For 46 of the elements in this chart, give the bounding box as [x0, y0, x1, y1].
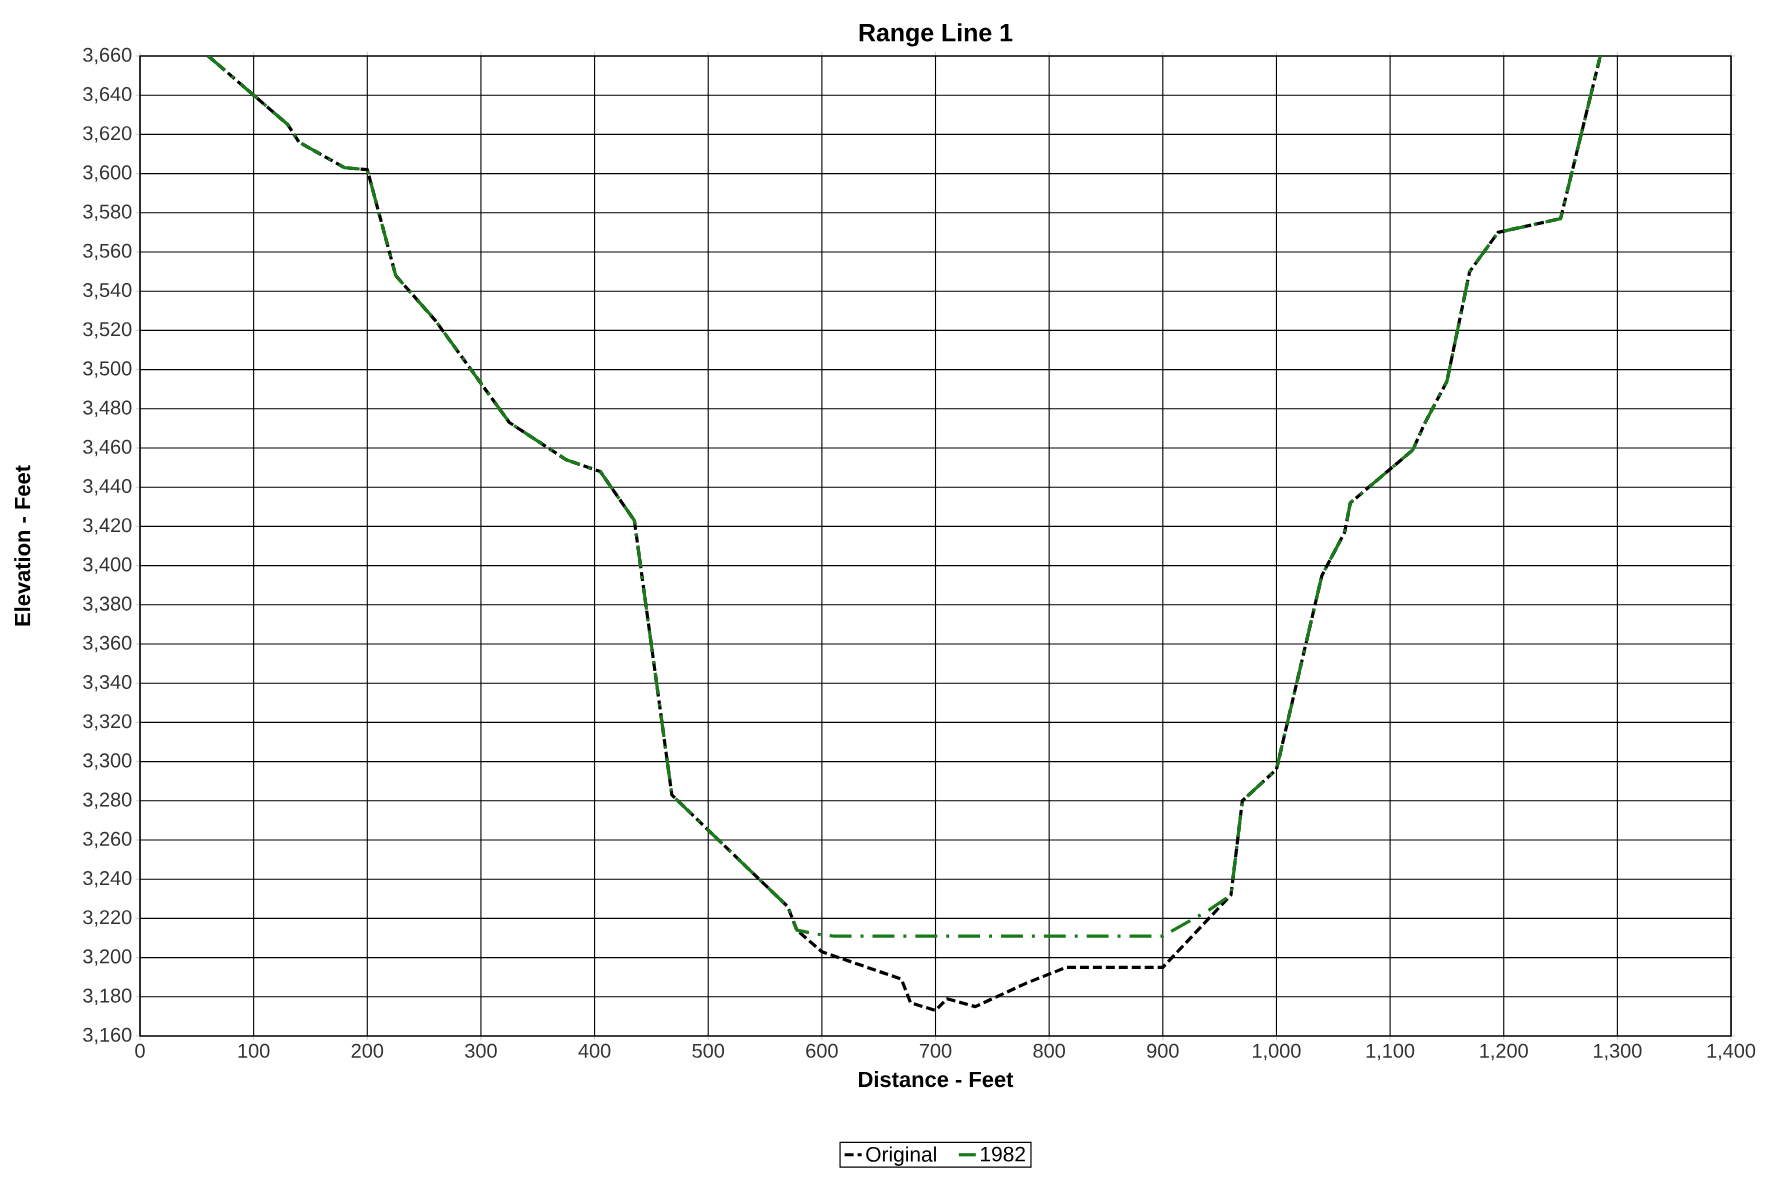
y-tick-label: 3,180 — [83, 988, 132, 1006]
x-tick-label: 600 — [806, 1043, 838, 1058]
y-tick-label: 3,600 — [83, 165, 132, 182]
x-tick-label: 800 — [1033, 1043, 1065, 1058]
x-tick-label: 1,200 — [1480, 1043, 1528, 1061]
y-tick-label: 3,660 — [83, 47, 132, 65]
y-tick-label: 3,460 — [83, 439, 132, 457]
y-tick-label: 3,420 — [83, 518, 132, 535]
x-tick-label: 500 — [692, 1043, 725, 1058]
y-tick-label: 3,560 — [83, 243, 132, 261]
y-tick-label: 3,380 — [83, 596, 132, 614]
y-tick-label: 3,540 — [83, 282, 132, 300]
y-tick-label: 3,240 — [83, 870, 132, 888]
x-tick-label: 0 — [135, 1043, 145, 1058]
y-tick-label: 3,340 — [83, 674, 132, 692]
y-axis-title: Elevation - Feet — [14, 465, 31, 626]
x-tick-label: 1,000 — [1253, 1043, 1301, 1061]
x-tick-label: 700 — [919, 1043, 952, 1058]
x-axis-title: Distance - Feet — [859, 1071, 1014, 1088]
y-tick-label: 3,520 — [83, 322, 132, 339]
x-tick-label: 200 — [351, 1043, 384, 1058]
y-tick-label: 3,260 — [83, 831, 132, 849]
x-tick-label: 400 — [578, 1043, 611, 1058]
y-tick-label: 3,580 — [83, 204, 132, 222]
x-tick-label: 1,100 — [1366, 1043, 1415, 1061]
y-tick-label: 3,640 — [83, 86, 132, 104]
y-tick-label: 3,300 — [83, 753, 132, 770]
y-tick-label: 3,320 — [83, 714, 132, 731]
legend-label: Original — [866, 1146, 936, 1166]
chart-title: Range Line 1 — [859, 23, 1013, 47]
y-tick-label: 3,480 — [83, 400, 132, 418]
x-tick-label: 300 — [465, 1043, 497, 1058]
x-tick-label: 1,300 — [1593, 1043, 1642, 1061]
y-tick-label: 3,500 — [83, 361, 132, 378]
y-tick-label: 3,360 — [83, 635, 132, 653]
y-tick-label: 3,220 — [83, 910, 132, 927]
y-tick-label: 3,440 — [83, 478, 132, 496]
x-tick-label: 100 — [238, 1043, 270, 1058]
y-tick-label: 3,620 — [83, 126, 132, 143]
x-tick-label: 900 — [1147, 1043, 1179, 1058]
y-tick-label: 3,280 — [83, 792, 132, 810]
x-tick-label: 1,400 — [1707, 1043, 1756, 1061]
y-tick-label: 3,160 — [83, 1027, 132, 1045]
legend-label: 1982 — [981, 1146, 1025, 1162]
y-tick-label: 3,200 — [83, 949, 132, 966]
y-tick-label: 3,400 — [83, 557, 132, 574]
